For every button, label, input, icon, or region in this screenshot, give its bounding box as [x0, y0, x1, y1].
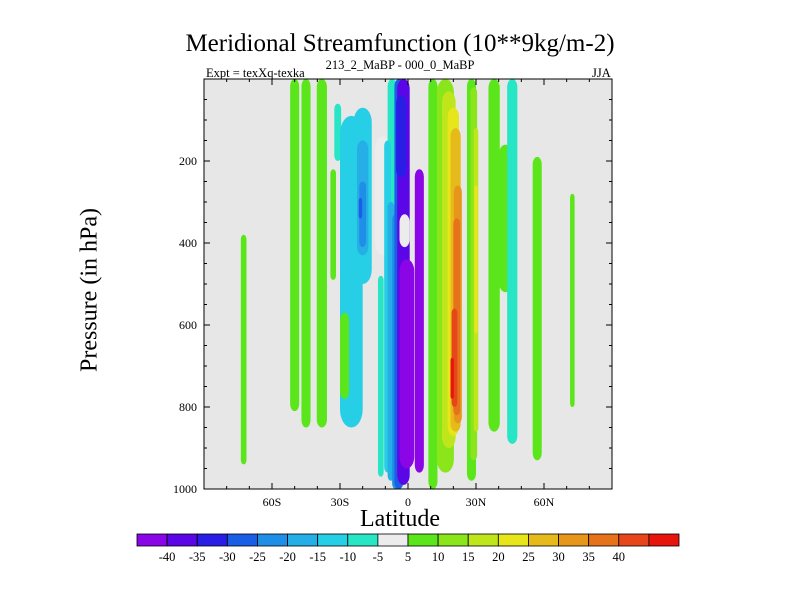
x-tick-label: 60S: [263, 495, 282, 509]
x-tick-label: 30S: [331, 495, 350, 509]
contour-region-1: [290, 79, 300, 412]
y-tick-label: 1000: [173, 482, 197, 496]
colorbar-box-7: [347, 533, 379, 547]
contour-region-32: [450, 357, 454, 399]
contour-region-5: [334, 103, 342, 161]
colorbar-label: -20: [279, 550, 296, 564]
contour-fill-group: [240, 79, 575, 489]
colorbar-label: 35: [582, 550, 595, 564]
colorbar-box-14: [558, 533, 590, 547]
contour-region-14: [377, 275, 384, 477]
colorbar-box-0: [136, 533, 168, 547]
colorbar-box-11: [467, 533, 499, 547]
y-tick-label: 600: [179, 318, 197, 332]
colorbar-label: 40: [613, 550, 626, 564]
colorbar-box-6: [317, 533, 349, 547]
contour-region-22: [414, 169, 424, 473]
colorbar-box-1: [166, 533, 198, 547]
left-string: Expt = texXq-texka: [206, 66, 305, 80]
contour-region-20: [396, 95, 407, 178]
colorbar-box-17: [648, 533, 680, 547]
x-tick-label: 30N: [466, 495, 487, 509]
colorbar-label: -10: [339, 550, 356, 564]
colorbar-label: -40: [159, 550, 176, 564]
x-tick-label: 60N: [534, 495, 555, 509]
contour-region-3: [316, 79, 327, 428]
contour-region-11: [358, 197, 363, 219]
colorbar-box-2: [196, 533, 228, 547]
contour-region-36: [474, 185, 478, 334]
colorbar-box-13: [528, 533, 559, 547]
colorbar-box-10: [437, 533, 469, 547]
colorbar-label: 30: [552, 550, 565, 564]
contour-region-24: [428, 79, 438, 489]
y-tick-label: 800: [179, 400, 197, 414]
contour-region-41: [570, 193, 575, 407]
contour-region-2: [301, 79, 311, 428]
center-string: 213_2_MaBP - 000_0_MaBP: [325, 58, 475, 72]
contour-region-4: [330, 169, 337, 280]
y-tick-label: 200: [179, 154, 197, 168]
colorbar-box-3: [226, 533, 258, 547]
colorbar-label: -25: [249, 550, 266, 564]
colorbar-box-16: [618, 533, 650, 547]
colorbar-box-8: [377, 533, 409, 547]
right-string: JJA: [592, 66, 611, 80]
colorbar-label: 15: [462, 550, 475, 564]
colorbar-label: -35: [189, 550, 206, 564]
contour-region-0: [240, 234, 247, 465]
colorbar-label: 5: [405, 550, 411, 564]
colorbar-label: 10: [432, 550, 445, 564]
contour-region-39: [507, 79, 518, 444]
x-axis-label: Latitude: [360, 506, 440, 532]
contour-region-37: [488, 79, 500, 432]
chart-title: Meridional Streamfunction (10**9kg/m-2): [185, 30, 615, 57]
colorbar-box-9: [407, 533, 439, 547]
contour-region-23: [399, 214, 410, 248]
contour-region-21: [399, 259, 415, 469]
colorbar-label: 25: [522, 550, 535, 564]
colorbar-box-15: [588, 533, 620, 547]
colorbar-label: -15: [309, 550, 326, 564]
colorbar-box-12: [497, 533, 529, 547]
colorbar-label: -5: [373, 550, 383, 564]
contour-region-7: [340, 312, 350, 399]
contour-region-10: [359, 181, 367, 248]
contour-region-40: [532, 156, 542, 461]
y-axis-label: Pressure (in hPa): [76, 208, 103, 372]
colorbar-label: -30: [219, 550, 236, 564]
x-tick-label: 0: [405, 495, 411, 509]
colorbar-label: 20: [492, 550, 505, 564]
colorbar-box-4: [257, 533, 288, 547]
colorbar-box-5: [287, 533, 319, 547]
y-tick-label: 400: [179, 236, 197, 250]
